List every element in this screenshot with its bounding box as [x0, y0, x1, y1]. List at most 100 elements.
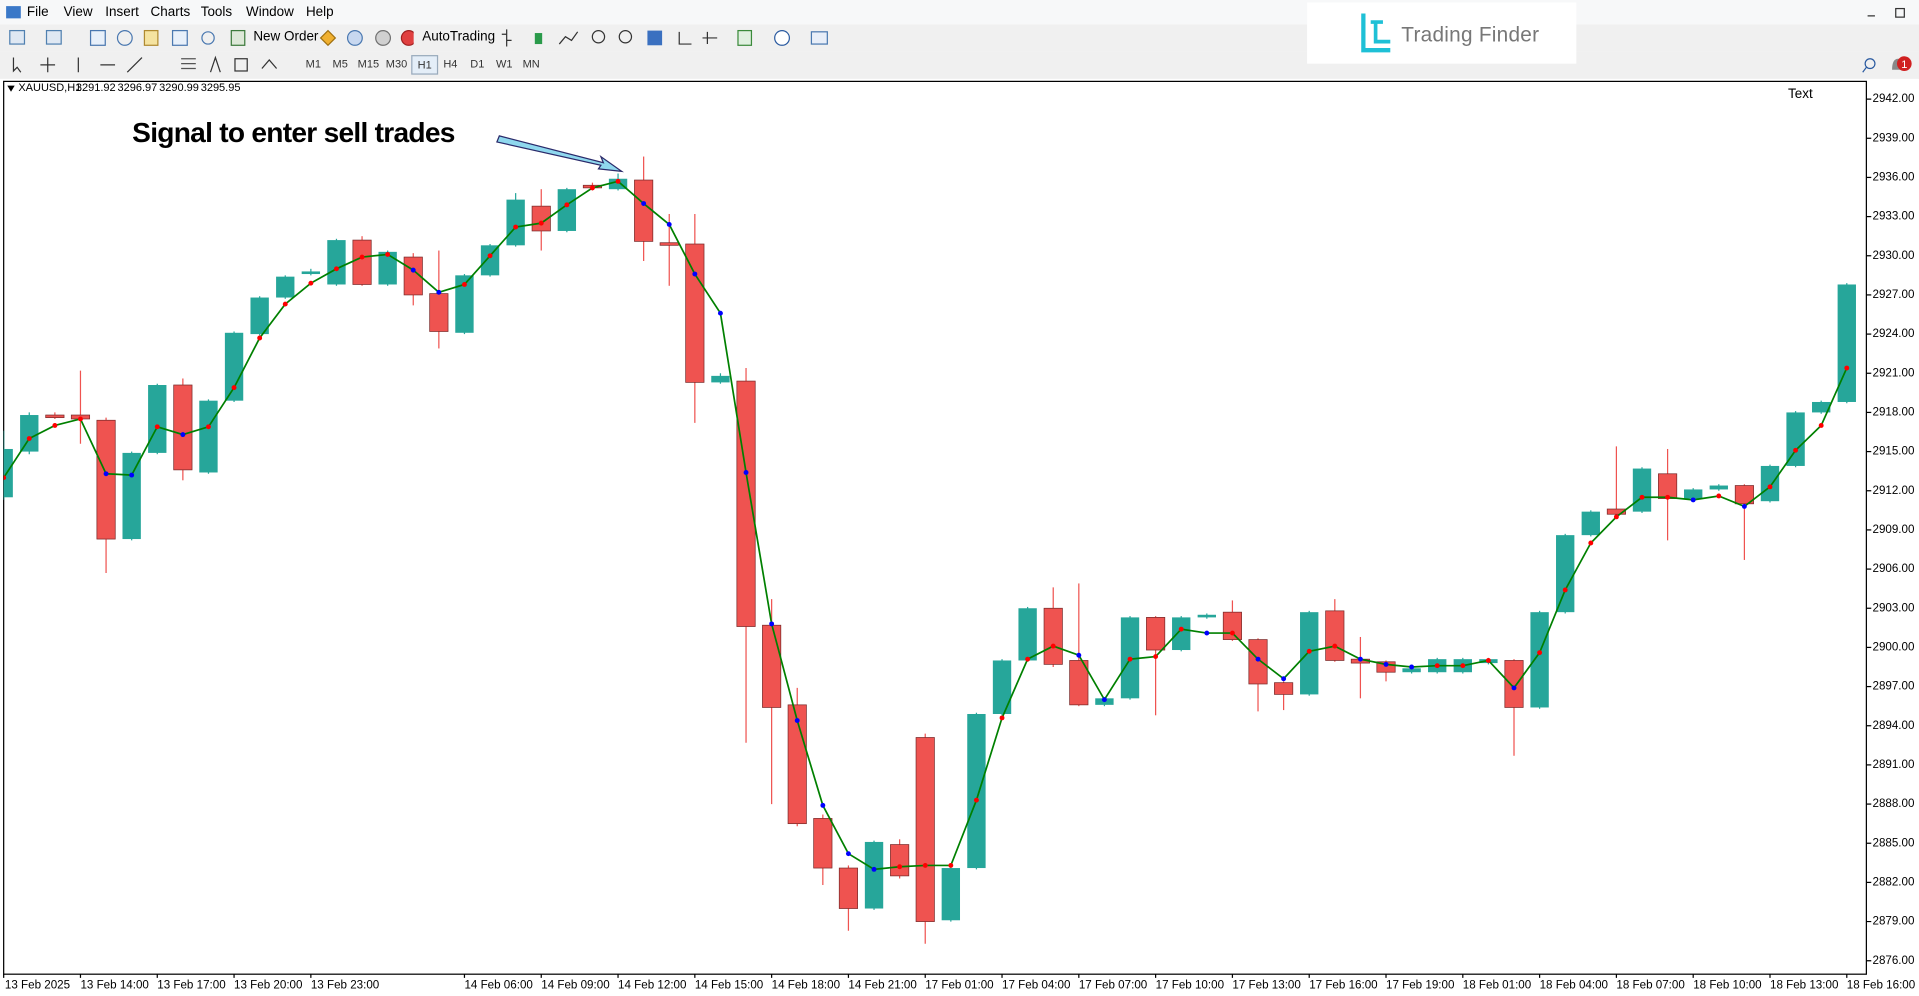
toolbar-icons	[501, 29, 828, 47]
timeframe-button[interactable]: M30	[385, 57, 408, 70]
restore[interactable]	[1895, 7, 1905, 18]
icon-shapes[interactable]	[261, 59, 278, 69]
signal-dot	[282, 301, 288, 307]
candle-body	[1684, 489, 1703, 499]
window-buttons[interactable]	[1860, 4, 1916, 21]
icon-label[interactable]	[234, 58, 248, 72]
autotrading-button[interactable]: AutoTrading	[422, 29, 496, 45]
menu-item[interactable]: Charts	[150, 4, 191, 20]
signal-dot	[1204, 630, 1210, 636]
icon-community[interactable]	[346, 29, 363, 46]
icon-signals[interactable]	[375, 29, 392, 46]
menu-item[interactable]: Window	[245, 4, 294, 20]
icon-templates[interactable]	[810, 31, 828, 45]
icon-text[interactable]	[209, 55, 221, 73]
icon-tester[interactable]	[201, 31, 215, 45]
icon-trendline[interactable]	[126, 57, 143, 73]
menu-item[interactable]: View	[63, 4, 93, 20]
x-tick-label: 14 Feb 09:00	[541, 978, 609, 991]
icon-scroll[interactable]	[678, 31, 692, 45]
x-tick-label: 17 Feb 10:00	[1156, 978, 1224, 991]
candle-body	[1837, 284, 1856, 402]
timeframe-button[interactable]: M5	[332, 57, 348, 70]
icon-navigator[interactable]	[143, 29, 159, 46]
signal-dot	[1306, 648, 1312, 654]
candle-body	[378, 251, 397, 285]
icon-terminal[interactable]	[171, 29, 188, 46]
timeframe-button[interactable]: W1	[495, 57, 513, 70]
axes: 2942.00 2939.00 2936.00 2933.00 2930.00 2927.…	[3, 92, 1915, 991]
search-icon[interactable]	[1864, 58, 1876, 70]
timeframe-button[interactable]: M1	[305, 57, 321, 70]
icon-tile[interactable]	[647, 30, 663, 46]
candle-body	[1248, 639, 1268, 685]
timeframe-button[interactable]: M15	[357, 57, 380, 70]
app-icon	[6, 6, 21, 19]
signal-dot	[1229, 630, 1235, 636]
candle-body	[685, 243, 705, 383]
signal-dot	[1613, 514, 1619, 520]
menu-item[interactable]: File	[26, 4, 49, 20]
icon-channel[interactable]	[181, 58, 196, 70]
toolbar-standard: New Order AutoTrading	[0, 24, 1919, 52]
x-tick-label: 17 Feb 13:00	[1232, 978, 1300, 991]
icon-bar-chart[interactable]	[501, 29, 512, 47]
icon-new-chart[interactable]	[9, 29, 26, 45]
icon-data-window[interactable]	[116, 29, 133, 46]
candle-body	[224, 332, 244, 401]
signal-dot	[334, 266, 339, 272]
signal-dot	[1665, 494, 1671, 500]
menu-item[interactable]: Tools	[200, 4, 233, 20]
signal-dot	[1537, 650, 1543, 656]
candle-body	[941, 868, 961, 921]
x-tick-label: 17 Feb 07:00	[1079, 978, 1147, 991]
toolbar-icons	[319, 29, 414, 47]
candle-body	[506, 199, 525, 246]
icon-indicators[interactable]	[737, 29, 753, 46]
candle-body	[1043, 607, 1063, 665]
icon-line-chart[interactable]	[558, 31, 579, 45]
icon-cursor[interactable]	[12, 57, 22, 73]
new-order-button[interactable]: New Order	[253, 29, 319, 45]
candle-body	[1812, 401, 1831, 413]
signal-dot	[564, 202, 570, 208]
toolbar-icons	[9, 29, 246, 46]
signal-dot	[359, 254, 365, 260]
icon-crosshair[interactable]	[40, 57, 56, 73]
signal-dot	[820, 802, 826, 808]
y-tick-label: 2876.00	[1872, 954, 1914, 967]
brand-mark	[1361, 13, 1391, 53]
signal-dot	[794, 718, 800, 723]
candle-body	[915, 737, 935, 922]
icon-new-order[interactable]	[230, 29, 246, 46]
x-tick-label: 13 Feb 2025	[5, 978, 70, 991]
icon-profiles[interactable]	[45, 29, 62, 45]
brand-name: Trading Finder	[1401, 23, 1540, 47]
candle-body	[1146, 617, 1166, 651]
icon-shift[interactable]	[702, 31, 718, 45]
icon-market-watch[interactable]	[89, 29, 106, 46]
x-tick-label: 14 Feb 15:00	[695, 978, 763, 991]
signal-dot	[410, 267, 416, 273]
icon-metaeditor[interactable]	[319, 29, 337, 47]
menu-item[interactable]: Help	[305, 4, 334, 20]
icon-candles[interactable]	[534, 33, 543, 45]
timeframe-button[interactable]: H4	[443, 57, 458, 70]
signal-dot	[1716, 493, 1722, 499]
x-tick-label: 13 Feb 17:00	[157, 978, 225, 991]
icon-zoom-in[interactable]	[591, 29, 606, 44]
timeframe-button[interactable]: MN	[522, 57, 540, 70]
icon-zoom-out[interactable]	[618, 29, 633, 44]
icon-periods[interactable]	[774, 29, 790, 46]
signal-dot	[1511, 685, 1517, 691]
text-object[interactable]: Text	[1788, 86, 1813, 101]
icon-autotrading[interactable]	[400, 29, 414, 46]
menu-item[interactable]: Insert	[105, 4, 139, 20]
y-tick-label: 2882.00	[1872, 875, 1914, 888]
y-tick-label: 2942.00	[1872, 92, 1914, 105]
candle-body	[813, 818, 833, 869]
notification-count: 1	[1901, 59, 1907, 71]
x-tick-label: 13 Feb 23:00	[311, 978, 379, 991]
timeframe-button[interactable]: H1	[411, 55, 439, 75]
timeframe-button[interactable]: D1	[470, 57, 485, 70]
